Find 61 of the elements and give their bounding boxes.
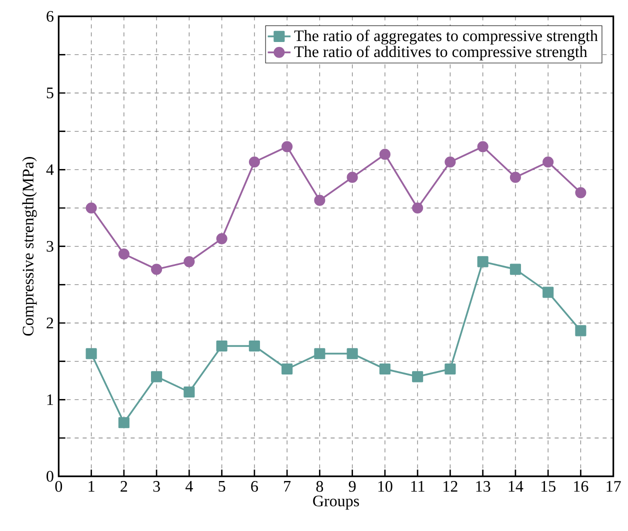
x-tick-label: 6 — [251, 481, 258, 492]
x-tick-label: 5 — [218, 481, 226, 492]
point — [86, 202, 97, 214]
point — [510, 264, 521, 275]
point — [86, 348, 97, 360]
y-tick-label: 1 — [47, 394, 54, 405]
x-tick-label: 3 — [153, 481, 160, 492]
y-axis-title: Compressive strength(MPa) — [22, 157, 37, 336]
y-tick-label: 2 — [46, 318, 54, 328]
point — [412, 371, 424, 382]
point — [248, 156, 260, 168]
y-tick-label: 3 — [46, 240, 54, 252]
point — [379, 148, 390, 160]
point — [216, 233, 228, 244]
point — [346, 348, 358, 360]
point — [282, 363, 293, 375]
x-tick-label: 15 — [541, 481, 556, 492]
point — [477, 256, 488, 268]
point — [248, 340, 260, 352]
x-tick-label: 7 — [284, 481, 291, 492]
point — [444, 363, 456, 375]
point — [118, 248, 130, 260]
point — [412, 202, 424, 214]
point — [314, 194, 326, 206]
x-tick-label: 11 — [411, 481, 424, 492]
point — [542, 156, 554, 168]
point — [510, 172, 521, 183]
legend-label: The ratio of additives to compressive strength — [294, 46, 588, 60]
point — [379, 363, 390, 375]
x-tick-label: 10 — [378, 481, 392, 492]
point — [314, 348, 326, 360]
x-tick-label: 2 — [120, 481, 128, 492]
point — [118, 417, 130, 428]
y-tick-label: 0 — [46, 470, 54, 482]
y-tick-label: 4 — [46, 164, 54, 175]
x-tick-label: 12 — [444, 481, 458, 492]
point — [151, 264, 162, 275]
x-tick-label: 8 — [316, 481, 324, 492]
x-tick-label: 9 — [348, 481, 356, 492]
x-tick-label: 4 — [185, 481, 193, 492]
point — [282, 141, 293, 152]
x-tick-label: 17 — [606, 481, 621, 492]
x-tick-label: 13 — [476, 481, 490, 492]
legend-label: The ratio of aggregates to compressive strength — [294, 30, 598, 45]
point — [184, 386, 195, 398]
x-tick-label: 16 — [574, 481, 588, 492]
point — [575, 325, 586, 336]
point — [346, 172, 358, 183]
point — [184, 256, 195, 268]
x-tick-label: 1 — [88, 481, 94, 492]
y-tick-label: 6 — [46, 10, 54, 22]
point — [151, 371, 162, 382]
x-axis-title: Groups — [313, 496, 359, 510]
point — [444, 156, 456, 168]
point — [216, 340, 228, 352]
x-tick-label: 14 — [508, 481, 524, 492]
point — [542, 286, 554, 298]
point — [477, 141, 488, 152]
x-tick-label: 0 — [55, 481, 62, 492]
y-tick-label: 5 — [46, 88, 54, 98]
point — [575, 187, 586, 198]
